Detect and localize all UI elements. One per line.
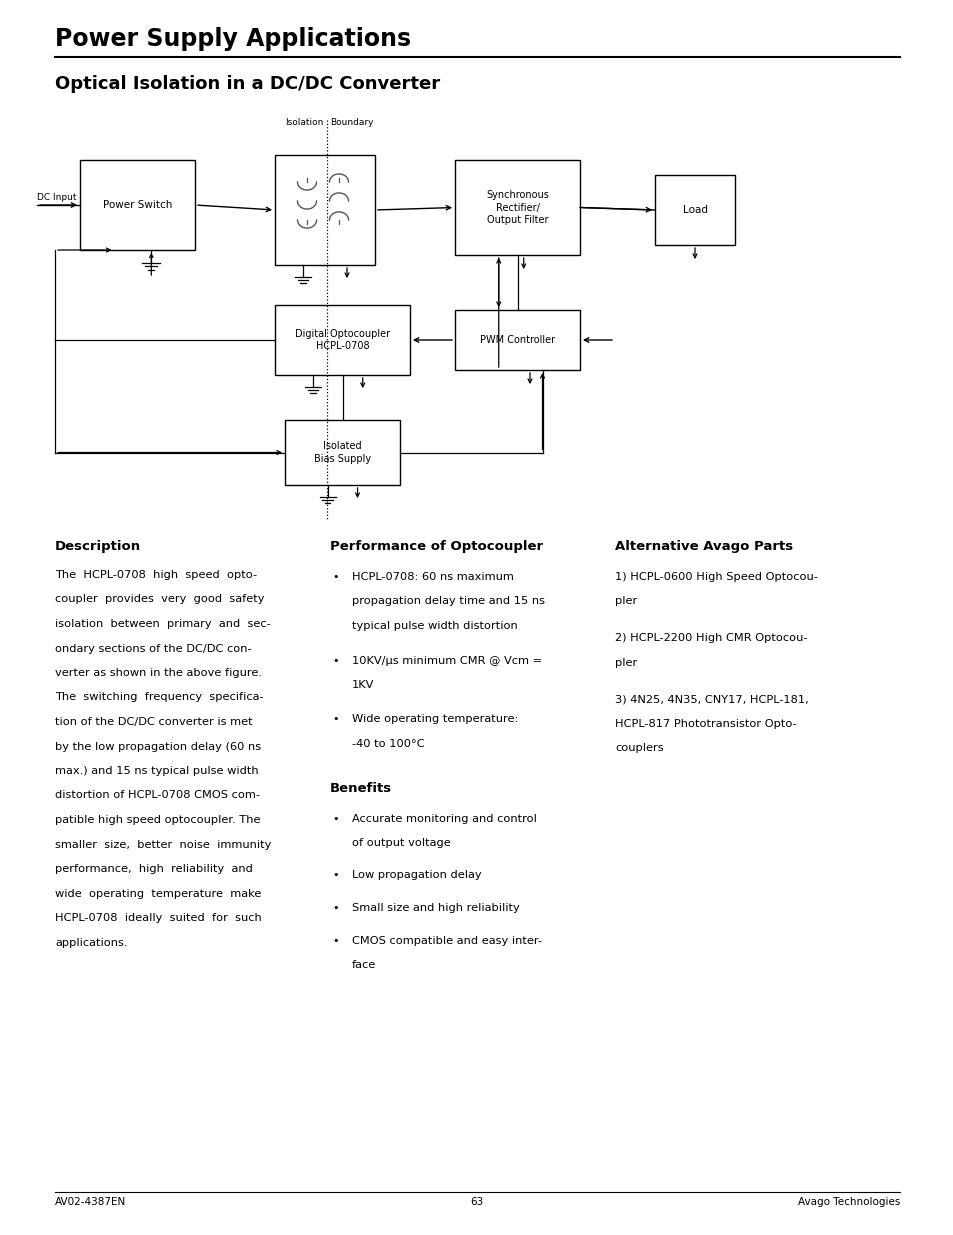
Text: PWM Controller: PWM Controller bbox=[479, 335, 555, 345]
Text: 3) 4N25, 4N35, CNY17, HCPL-181,: 3) 4N25, 4N35, CNY17, HCPL-181, bbox=[615, 694, 808, 704]
Text: -40 to 100°C: -40 to 100°C bbox=[352, 739, 424, 748]
Text: propagation delay time and 15 ns: propagation delay time and 15 ns bbox=[352, 597, 544, 606]
Text: •: • bbox=[332, 572, 338, 582]
Text: performance,  high  reliability  and: performance, high reliability and bbox=[55, 864, 253, 874]
Text: typical pulse width distortion: typical pulse width distortion bbox=[352, 621, 517, 631]
Text: •: • bbox=[332, 871, 338, 881]
Text: isolation  between  primary  and  sec-: isolation between primary and sec- bbox=[55, 619, 271, 629]
Text: •: • bbox=[332, 814, 338, 824]
Text: by the low propagation delay (60 ns: by the low propagation delay (60 ns bbox=[55, 741, 261, 752]
Text: The  switching  frequency  specifica-: The switching frequency specifica- bbox=[55, 693, 263, 703]
Bar bbox=[455, 310, 579, 370]
Text: •: • bbox=[332, 903, 338, 913]
Text: Digital Optocoupler
HCPL-0708: Digital Optocoupler HCPL-0708 bbox=[294, 329, 390, 351]
Bar bbox=[455, 161, 579, 254]
Bar bbox=[274, 156, 375, 266]
Text: Isolated
Bias Supply: Isolated Bias Supply bbox=[314, 441, 371, 463]
Text: The  HCPL-0708  high  speed  opto-: The HCPL-0708 high speed opto- bbox=[55, 571, 257, 580]
Text: Accurate monitoring and control: Accurate monitoring and control bbox=[352, 814, 537, 824]
Text: wide  operating  temperature  make: wide operating temperature make bbox=[55, 888, 261, 899]
Text: Performance of Optocoupler: Performance of Optocoupler bbox=[330, 540, 542, 553]
Text: Description: Description bbox=[55, 540, 141, 553]
Text: HCPL-817 Phototransistor Opto-: HCPL-817 Phototransistor Opto- bbox=[615, 719, 796, 729]
Text: 10KV/μs minimum CMR @ Vcm =: 10KV/μs minimum CMR @ Vcm = bbox=[352, 656, 541, 666]
Text: Low propagation delay: Low propagation delay bbox=[352, 871, 481, 881]
Text: distortion of HCPL-0708 CMOS com-: distortion of HCPL-0708 CMOS com- bbox=[55, 790, 260, 800]
Text: •: • bbox=[332, 715, 338, 725]
Text: max.) and 15 ns typical pulse width: max.) and 15 ns typical pulse width bbox=[55, 766, 258, 776]
Bar bbox=[285, 420, 399, 485]
Text: Power Supply Applications: Power Supply Applications bbox=[55, 27, 411, 51]
Text: pler: pler bbox=[615, 657, 637, 667]
Text: Wide operating temperature:: Wide operating temperature: bbox=[352, 715, 517, 725]
Text: 63: 63 bbox=[470, 1197, 483, 1207]
Text: Load: Load bbox=[681, 205, 707, 215]
Text: DC Input: DC Input bbox=[37, 193, 76, 203]
Text: •: • bbox=[332, 935, 338, 946]
Text: ondary sections of the DC/DC con-: ondary sections of the DC/DC con- bbox=[55, 643, 252, 653]
Text: Power Switch: Power Switch bbox=[103, 200, 172, 210]
Text: Small size and high reliability: Small size and high reliability bbox=[352, 903, 519, 913]
Text: Avago Technologies: Avago Technologies bbox=[797, 1197, 899, 1207]
Text: smaller  size,  better  noise  immunity: smaller size, better noise immunity bbox=[55, 840, 271, 850]
Text: Boundary: Boundary bbox=[330, 119, 374, 127]
Text: HCPL-0708: 60 ns maximum: HCPL-0708: 60 ns maximum bbox=[352, 572, 514, 582]
Text: Benefits: Benefits bbox=[330, 782, 392, 794]
Text: coupler  provides  very  good  safety: coupler provides very good safety bbox=[55, 594, 264, 604]
Bar bbox=[274, 305, 410, 375]
Text: couplers: couplers bbox=[615, 743, 663, 753]
Text: patible high speed optocoupler. The: patible high speed optocoupler. The bbox=[55, 815, 260, 825]
Bar bbox=[655, 175, 734, 245]
Text: HCPL-0708  ideally  suited  for  such: HCPL-0708 ideally suited for such bbox=[55, 913, 261, 923]
Text: of output voltage: of output voltage bbox=[352, 839, 450, 848]
Text: Isolation: Isolation bbox=[285, 119, 324, 127]
Text: 1) HCPL-0600 High Speed Optocou-: 1) HCPL-0600 High Speed Optocou- bbox=[615, 572, 817, 582]
Text: Alternative Avago Parts: Alternative Avago Parts bbox=[615, 540, 792, 553]
Text: pler: pler bbox=[615, 597, 637, 606]
Text: tion of the DC/DC converter is met: tion of the DC/DC converter is met bbox=[55, 718, 253, 727]
Bar bbox=[80, 161, 194, 249]
Text: Synchronous
Rectifier/
Output Filter: Synchronous Rectifier/ Output Filter bbox=[485, 190, 548, 225]
Text: •: • bbox=[332, 656, 338, 666]
Text: 1KV: 1KV bbox=[352, 680, 374, 690]
Text: AV02-4387EN: AV02-4387EN bbox=[55, 1197, 126, 1207]
Text: applications.: applications. bbox=[55, 937, 128, 947]
Text: 2) HCPL-2200 High CMR Optocou-: 2) HCPL-2200 High CMR Optocou- bbox=[615, 634, 806, 643]
Text: verter as shown in the above figure.: verter as shown in the above figure. bbox=[55, 668, 262, 678]
Text: Optical Isolation in a DC/DC Converter: Optical Isolation in a DC/DC Converter bbox=[55, 75, 439, 93]
Text: CMOS compatible and easy inter-: CMOS compatible and easy inter- bbox=[352, 935, 541, 946]
Text: face: face bbox=[352, 960, 375, 969]
